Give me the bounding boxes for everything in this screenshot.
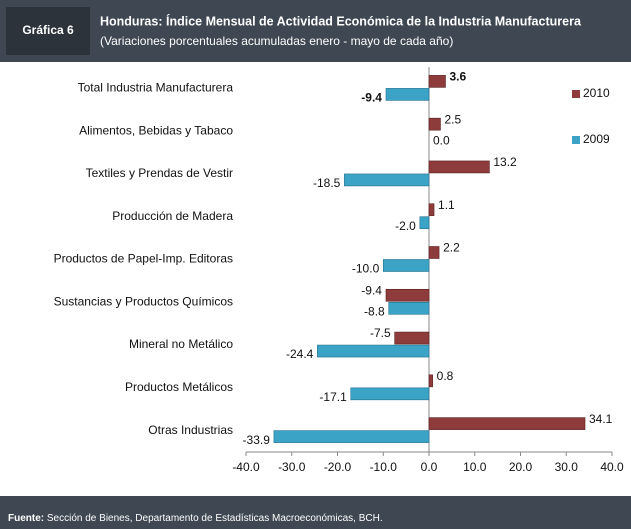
legend-label: 2010	[583, 86, 610, 100]
bar	[428, 75, 446, 88]
source: Fuente: Sección de Bienes, Departamento …	[8, 513, 383, 524]
bar	[428, 417, 586, 430]
legend-swatch	[572, 90, 580, 98]
category-label: Producción de Madera	[112, 209, 233, 223]
bar	[388, 301, 430, 315]
category-label: Textiles y Prendas de Vestir	[86, 166, 233, 180]
value-label: 34.1	[589, 412, 613, 426]
chart-label: Gráfica 6	[22, 23, 74, 37]
value-label: 3.6	[449, 70, 466, 84]
footer-band	[0, 496, 631, 529]
category-label: Productos de Papel-Imp. Editoras	[54, 252, 233, 266]
chart-subtitle: (Variaciones porcentuales acumuladas ene…	[100, 34, 453, 48]
value-label: -8.8	[364, 304, 385, 318]
category-label: Sustancias y Productos Químicos	[54, 294, 233, 308]
value-label: 2.2	[443, 241, 460, 255]
value-label: -17.1	[319, 390, 347, 404]
header-band	[0, 0, 631, 62]
value-label: -7.5	[370, 326, 391, 340]
legend-swatch	[572, 136, 580, 144]
value-label: -10.0	[352, 262, 380, 276]
value-label: 0.8	[437, 369, 454, 383]
bar	[350, 387, 430, 401]
value-label: -9.4	[361, 91, 382, 105]
value-label: 0.0	[433, 133, 450, 147]
x-tick-label: -20.0	[324, 460, 352, 474]
value-label: 1.1	[438, 198, 455, 212]
bar	[317, 344, 430, 358]
bar	[428, 117, 441, 131]
bar	[344, 173, 430, 187]
label-box	[6, 7, 90, 55]
source-text: Sección de Bienes, Departamento de Estad…	[47, 513, 383, 524]
x-tick-label: 10.0	[463, 460, 487, 474]
category-label: Otras Industrias	[148, 423, 233, 437]
bar	[394, 331, 430, 345]
value-label: 13.2	[493, 155, 517, 169]
x-tick-label: 40.0	[600, 460, 624, 474]
value-label: -33.9	[243, 433, 271, 447]
legend-label: 2009	[583, 132, 610, 146]
bar	[428, 160, 490, 174]
x-tick-label: -30.0	[278, 460, 306, 474]
bar	[382, 259, 430, 272]
x-tick-label: 0.0	[421, 460, 438, 474]
bar	[428, 203, 435, 217]
x-tick-label: 20.0	[509, 460, 533, 474]
category-label: Productos Metálicos	[125, 380, 233, 394]
source-label: Fuente:	[8, 513, 44, 524]
value-label: -24.4	[286, 347, 314, 361]
bar	[385, 288, 430, 302]
x-tick-label: -10.0	[370, 460, 398, 474]
bar	[273, 430, 430, 443]
category-label: Alimentos, Bebidas y Tabaco	[79, 123, 233, 137]
x-tick-label: 30.0	[555, 460, 579, 474]
value-label: -2.0	[395, 219, 416, 233]
bar	[428, 374, 433, 388]
x-tick-label: -40.0	[232, 460, 260, 474]
bar	[428, 246, 440, 259]
category-label: Mineral no Metálico	[129, 337, 233, 351]
value-label: -18.5	[313, 176, 341, 190]
value-label: 2.5	[444, 112, 461, 126]
bar	[419, 216, 430, 230]
value-label: -9.4	[361, 283, 382, 297]
bar	[385, 88, 430, 101]
category-label: Total Industria Manufacturera	[78, 81, 234, 95]
chart-title: Honduras: Índice Mensual de Actividad Ec…	[100, 13, 582, 28]
